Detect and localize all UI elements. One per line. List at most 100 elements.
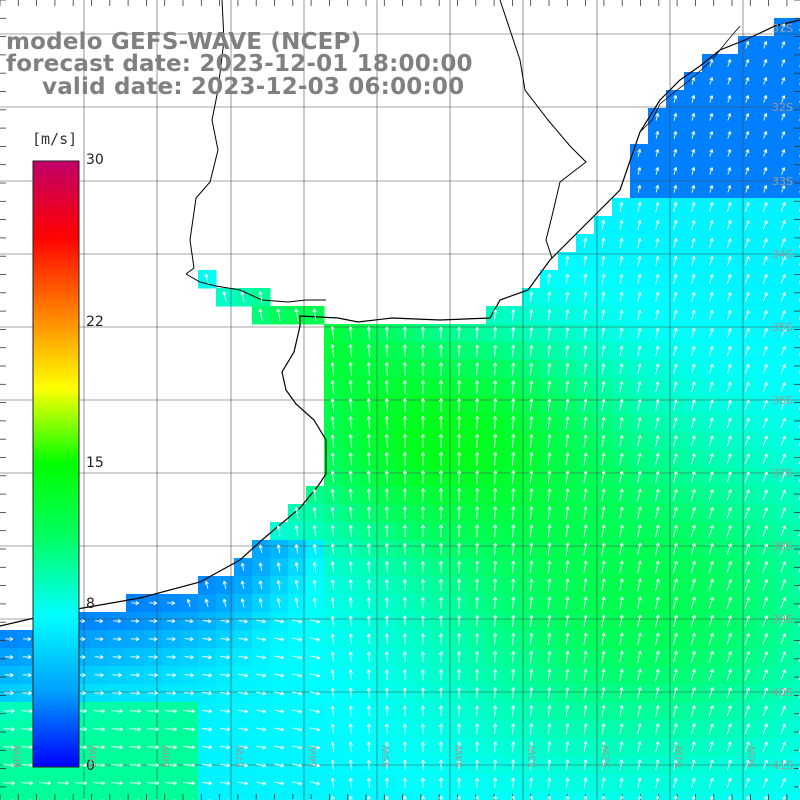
wind-arrow [565,398,570,412]
wind-arrow [780,669,786,681]
wind-arrow [165,727,177,732]
wind-arrow [238,691,249,696]
wind-arrow [637,723,642,735]
wind-arrow [727,77,732,85]
wind-arrow [220,637,230,642]
wind-arrow [601,255,606,266]
wind-arrow [637,470,642,484]
wind-arrow [330,362,335,376]
wind-arrow [204,273,209,285]
wind-arrow [547,398,552,412]
wind-arrow [637,327,642,339]
wind-arrow [655,185,660,193]
wind-arrow [310,745,321,750]
wind-arrow [565,506,570,520]
wind-arrow [583,596,588,610]
latitude-label: 37S [772,467,793,480]
wind-arrow [384,615,389,627]
wind-arrow [330,380,335,394]
wind-arrow [744,723,750,735]
wind-arrow [601,273,606,285]
wind-arrow [529,777,534,789]
wind-arrow [744,363,750,374]
wind-arrow [619,201,624,212]
wind-arrow [292,745,303,750]
wind-arrow [619,327,624,339]
wind-arrow [183,745,195,750]
wind-arrow [274,691,285,696]
wind-arrow [312,525,317,537]
wind-arrow [672,524,678,538]
wind-arrow [348,506,353,519]
wind-arrow [601,705,606,717]
wind-arrow [402,651,407,663]
wind-arrow [547,309,552,321]
wind-arrow [583,650,588,664]
wind-arrow [186,598,191,607]
wind-arrow [762,543,769,555]
wind-arrow [637,363,642,375]
wind-arrow [744,399,750,411]
wind-arrow [780,453,786,465]
wind-arrow [529,434,534,448]
wind-arrow [292,673,303,678]
wind-arrow [637,614,642,628]
wind-arrow [312,507,317,519]
wind-arrow [565,345,570,357]
wind-arrow [511,434,516,448]
wind-arrow [565,650,570,664]
wind-arrow [547,542,552,556]
wind-arrow [781,113,786,121]
wind-arrow [438,362,444,376]
wind-arrow [420,795,426,800]
wind-arrow [420,705,425,717]
wind-arrow [312,561,317,572]
wind-arrow [780,381,786,392]
wind-arrow [691,327,696,339]
wind-arrow [780,346,786,356]
wind-arrow [655,452,660,465]
wind-arrow [619,668,624,681]
colorbar-tick-label: 30 [86,152,104,168]
wind-arrow [673,453,678,465]
wind-arrow [475,578,480,591]
wind-arrow [402,470,407,484]
wind-arrow [310,763,321,768]
wind-arrow [93,709,105,714]
wind-arrow [330,434,335,448]
wind-arrow [690,524,696,537]
wind-arrow [384,542,389,555]
wind-arrow [744,327,750,338]
wind-speed-cell [792,72,800,91]
wind-arrow [384,795,389,800]
wind-arrow [601,741,606,753]
wind-arrow [709,219,714,230]
wind-arrow [691,417,696,429]
wind-speed-cell [792,324,800,343]
wind-arrow [402,723,407,735]
wind-arrow [511,309,516,321]
wind-arrow [529,650,534,663]
wind-arrow [202,763,213,768]
wind-arrow [565,741,570,753]
wind-arrow [565,309,570,321]
wind-arrow [184,655,194,660]
wind-arrow [222,598,227,608]
wind-speed-cell [288,792,307,800]
wind-arrow [402,795,407,800]
longitude-label: 53W [527,745,538,768]
wind-arrow [202,637,212,642]
wind-arrow [256,691,267,696]
wind-arrow [690,741,696,753]
wind-arrow [547,632,552,646]
wind-arrow [402,344,407,358]
wind-arrow [330,452,335,466]
wind-arrow [744,417,750,429]
wind-arrow [309,709,321,714]
wind-arrow [457,759,462,771]
coastline [0,0,800,627]
wind-speed-cell [792,180,800,199]
wind-arrow [366,488,371,502]
wind-arrow [220,727,231,732]
wind-arrow [727,113,732,121]
